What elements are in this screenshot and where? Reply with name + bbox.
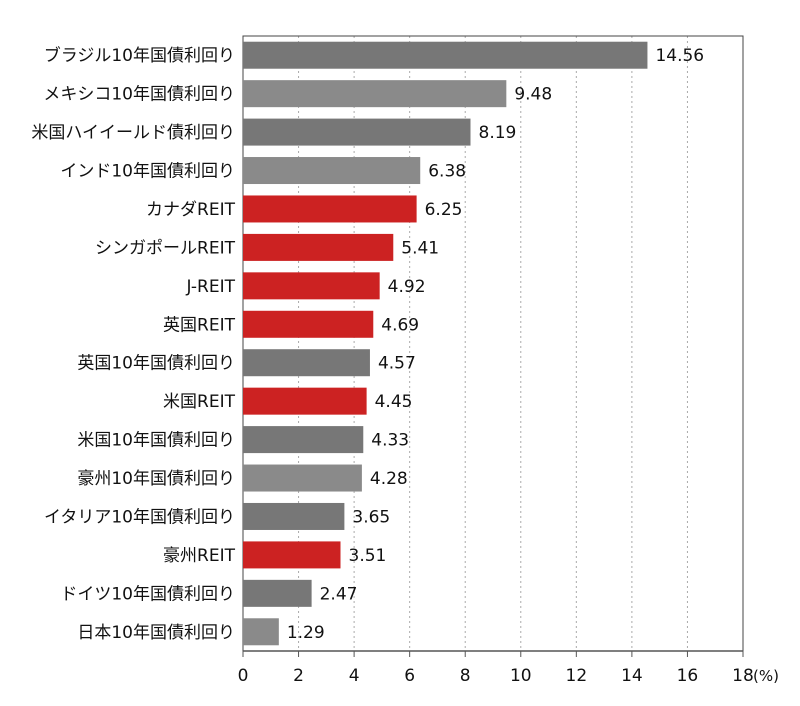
x-tick-label: 2 <box>293 666 304 686</box>
bar-bond <box>243 579 312 607</box>
category-label: ドイツ10年国債利回り <box>60 584 235 604</box>
value-label: 6.38 <box>428 162 466 182</box>
value-label: 8.19 <box>479 123 517 143</box>
value-label: 4.45 <box>375 392 413 412</box>
x-tick-label: 12 <box>566 666 588 686</box>
value-label: 14.56 <box>655 46 704 66</box>
category-label: 英国REIT <box>163 315 236 335</box>
bar-reit <box>243 541 341 569</box>
category-label: 米国ハイイールド債利回り <box>31 123 235 143</box>
bar-bond <box>243 118 471 146</box>
bar-reit <box>243 272 380 300</box>
x-tick-label: 0 <box>238 666 249 686</box>
bar-bond <box>243 464 362 492</box>
bar-bond <box>243 502 345 530</box>
bar-bond <box>243 157 421 185</box>
category-label: 豪州10年国債利回り <box>77 468 235 489</box>
x-tick-label: 4 <box>349 666 360 686</box>
category-label: インド10年国債利回り <box>60 162 235 182</box>
category-label: 米国10年国債利回り <box>77 431 235 451</box>
bar-bond <box>243 426 364 454</box>
x-tick-label: 18 <box>732 666 754 686</box>
category-label: 米国REIT <box>163 392 236 412</box>
x-tick-label: 14 <box>621 666 643 686</box>
value-label: 4.92 <box>388 277 426 297</box>
value-label: 4.33 <box>371 431 409 451</box>
value-label: 9.48 <box>514 85 552 105</box>
value-label: 3.51 <box>349 546 387 566</box>
bar-bond <box>243 618 279 646</box>
value-label: 3.65 <box>352 507 390 527</box>
bar-reit <box>243 195 417 223</box>
x-tick-label: 6 <box>404 666 415 686</box>
category-label: J-REIT <box>186 277 236 297</box>
category-label: シンガポールREIT <box>95 238 236 258</box>
value-label: 4.28 <box>370 469 408 489</box>
bar-bond <box>243 80 507 108</box>
category-label: ブラジル10年国債利回り <box>44 45 235 66</box>
value-label: 4.57 <box>378 354 416 374</box>
category-label: メキシコ10年国債利回り <box>43 85 235 105</box>
value-label: 2.47 <box>320 584 358 604</box>
bar-reit <box>243 233 394 261</box>
bars: 14.56 9.48 8.19 6.38 6.25 5.41 4.92 4.69 4.57 4.4… <box>243 41 704 646</box>
value-label: 6.25 <box>425 200 463 220</box>
x-tick-label: 10 <box>510 666 532 686</box>
value-label: 5.41 <box>401 238 439 258</box>
bar-bond <box>243 349 370 377</box>
category-label: カナダREIT <box>146 200 236 220</box>
bar-bond <box>243 41 648 69</box>
category-label: 日本10年国債利回り <box>77 623 235 643</box>
category-label: 英国10年国債利回り <box>77 354 235 374</box>
bar-reit <box>243 387 367 415</box>
value-label: 4.69 <box>381 315 419 335</box>
category-label: イタリア10年国債利回り <box>44 507 235 527</box>
unit-label: (%) <box>753 667 779 685</box>
x-axis: 0 2 4 6 8 10 12 14 16 18 <box>238 650 754 686</box>
value-label: 1.29 <box>287 623 325 643</box>
category-labels: ブラジル10年国債利回りメキシコ10年国債利回り米国ハイイールド債利回りインド1… <box>31 45 235 643</box>
bar-reit <box>243 310 374 338</box>
x-tick-label: 16 <box>677 666 699 686</box>
category-label: 豪州REIT <box>163 545 236 566</box>
x-tick-label: 8 <box>460 666 471 686</box>
